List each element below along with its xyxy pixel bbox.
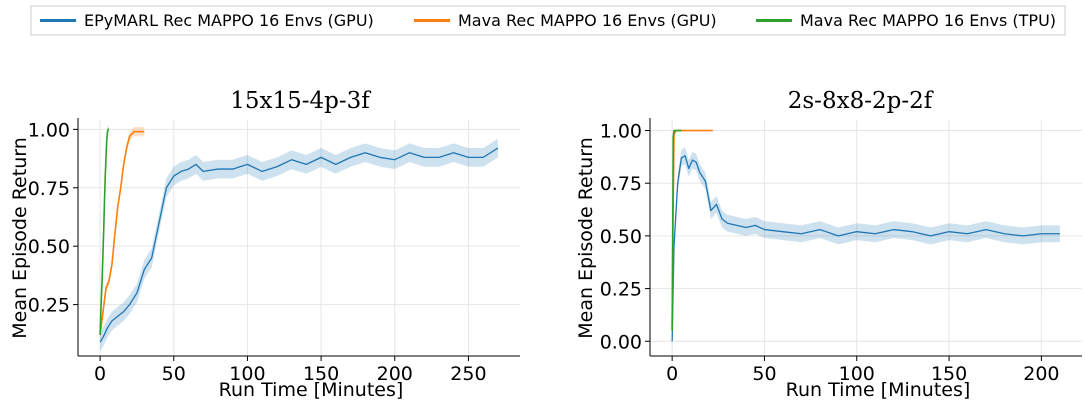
legend: EPyMARL Rec MAPPO 16 Envs (GPU) Mava Rec… [30, 5, 1066, 36]
chart-right: 0 50 100 150 200 0.00 0.25 0.50 0.75 1.00 2s-8x8-2… [575, 88, 1082, 400]
x-tick-label-2: 100 [839, 363, 875, 385]
x-tick-label-0: 0 [94, 363, 106, 385]
series-line-mava-gpu [99, 130, 145, 336]
legend-frame [30, 5, 1066, 36]
y-tick-label-4: 1.00 [600, 121, 642, 143]
x-tick-label-5: 250 [450, 363, 486, 385]
series-line-mava-tpu [99, 128, 110, 335]
legend-label-mava-tpu: Mava Rec MAPPO 16 Envs (TPU) [800, 11, 1056, 30]
y-axis-label: Mean Episode Return [9, 137, 31, 339]
y-tick-label-3: 0.75 [600, 173, 642, 195]
chart-title: 15x15-4p-3f [230, 88, 371, 114]
x-tick-label-3: 150 [931, 363, 967, 385]
x-tick-label-4: 200 [377, 363, 413, 385]
x-tick-label-4: 200 [1023, 363, 1059, 385]
x-tick-label-3: 150 [303, 363, 339, 385]
series-line-epymarl [99, 147, 499, 343]
y-tick-label-3: 1.00 [28, 119, 70, 141]
y-tick-label-0: 0.25 [28, 295, 70, 317]
y-axis-label: Mean Episode Return [575, 137, 597, 339]
chart-left: 0 50 100 150 200 250 0.25 0.50 0.75 1.00 15x15-4p-… [9, 88, 520, 400]
x-tick-label-0: 0 [666, 363, 678, 385]
series-line-mava-tpu [671, 129, 682, 331]
chart-title: 2s-8x8-2p-2f [788, 88, 934, 114]
y-tick-label-2: 0.75 [28, 178, 70, 200]
y-tick-label-1: 0.25 [600, 279, 642, 301]
x-axis-label: Run Time [Minutes] [219, 379, 404, 400]
x-tick-label-1: 50 [752, 363, 776, 385]
y-tick-label-1: 0.50 [28, 236, 70, 258]
series-band-epymarl [672, 147, 1060, 350]
x-tick-label-1: 50 [162, 363, 186, 385]
y-tick-label-2: 0.50 [600, 226, 642, 248]
series-band-epymarl [100, 138, 498, 352]
y-tick-label-0: 0.00 [600, 331, 642, 353]
series-line-epymarl [671, 155, 1060, 342]
x-axis-label: Run Time [Minutes] [786, 379, 971, 400]
legend-label-epymarl: EPyMARL Rec MAPPO 16 Envs (GPU) [84, 11, 374, 30]
x-tick-label-2: 100 [229, 363, 265, 385]
legend-label-mava-gpu: Mava Rec MAPPO 16 Envs (GPU) [458, 11, 717, 30]
